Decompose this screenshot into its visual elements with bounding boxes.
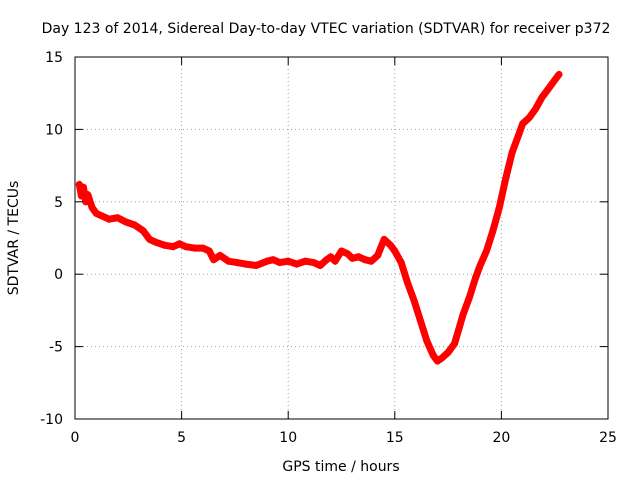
data-point — [205, 247, 213, 255]
data-point — [92, 209, 100, 217]
data-point — [301, 257, 309, 265]
data-point — [182, 243, 190, 251]
data-point — [515, 131, 522, 139]
data-point — [75, 180, 83, 188]
axis-ticks — [74, 56, 609, 420]
chart-title: Day 123 of 2014, Sidereal Day-to-day VTE… — [42, 21, 611, 37]
data-point — [252, 262, 260, 269]
data-point — [88, 204, 96, 212]
x-tick-label: 20 — [492, 430, 510, 446]
data-point — [263, 257, 271, 265]
data-point — [476, 262, 484, 269]
y-tick-label: 10 — [45, 122, 63, 138]
x-tick-label: 5 — [177, 430, 186, 446]
data-point — [161, 241, 168, 249]
data-point — [225, 257, 232, 265]
data-point — [327, 253, 335, 261]
data-point — [269, 256, 277, 264]
data-point — [105, 215, 113, 223]
data-point — [338, 247, 345, 255]
data-point — [483, 247, 490, 255]
data-point — [80, 183, 87, 191]
data-point — [169, 243, 177, 251]
data-point — [433, 357, 441, 365]
data-point — [146, 235, 154, 243]
data-point — [451, 340, 458, 348]
data-point — [176, 240, 183, 248]
data-point — [429, 351, 437, 359]
data-point — [331, 257, 339, 265]
data-point — [502, 175, 510, 183]
data-point — [397, 259, 405, 267]
x-tick-label: 10 — [279, 430, 297, 446]
data-point — [284, 257, 292, 265]
y-tick-label: 5 — [54, 195, 63, 211]
data-point — [276, 259, 284, 267]
data-point — [310, 259, 318, 267]
data-point — [416, 317, 424, 324]
data-point — [293, 260, 301, 268]
data-point — [410, 296, 418, 304]
y-axis-label: SDTVAR / TECUs — [6, 181, 22, 296]
data-point — [233, 259, 241, 267]
data-point — [131, 221, 139, 229]
data-point — [199, 244, 207, 252]
data-point — [508, 149, 516, 157]
data-point — [544, 85, 552, 93]
x-tick-labels: 0 5 10 15 20 25 — [71, 430, 617, 446]
data-point — [210, 256, 218, 264]
data-point — [152, 238, 160, 246]
x-tick-label: 25 — [599, 430, 617, 446]
data-point — [423, 337, 431, 345]
data-series — [75, 70, 563, 365]
data-point — [344, 250, 352, 258]
x-tick-label: 15 — [386, 430, 404, 446]
data-point — [538, 94, 546, 101]
data-point — [190, 244, 198, 252]
data-point — [555, 70, 563, 78]
data-point — [82, 198, 90, 206]
data-point — [77, 192, 85, 200]
data-point — [525, 114, 533, 122]
data-point — [348, 254, 356, 262]
data-point — [367, 257, 375, 265]
data-point — [472, 273, 480, 281]
y-tick-label: 0 — [54, 267, 63, 283]
data-point — [242, 260, 250, 268]
data-point — [532, 105, 539, 113]
data-point — [489, 227, 497, 235]
data-point — [216, 251, 224, 259]
data-point — [374, 251, 382, 259]
data-point — [114, 214, 122, 222]
y-tick-label: -10 — [40, 412, 63, 428]
data-point — [465, 293, 473, 301]
data-point — [361, 256, 369, 264]
y-tick-labels: -10 -5 0 5 10 15 — [40, 50, 63, 428]
data-point — [355, 253, 363, 261]
series-trace — [75, 70, 563, 365]
data-point — [84, 191, 92, 199]
y-tick-label: -5 — [49, 340, 63, 356]
data-point — [391, 247, 399, 255]
data-point — [122, 218, 130, 226]
plot-frame — [74, 56, 609, 420]
data-point — [404, 279, 412, 287]
data-point — [495, 204, 503, 212]
data-point — [455, 325, 463, 333]
data-point — [323, 256, 331, 264]
data-point — [438, 354, 446, 362]
data-point — [99, 212, 107, 220]
data-point — [139, 227, 147, 235]
data-point — [444, 348, 452, 356]
data-point — [316, 262, 324, 269]
data-point — [519, 120, 527, 128]
x-tick-label: 0 — [71, 430, 80, 446]
data-point — [380, 235, 388, 243]
y-tick-label: 15 — [45, 50, 63, 66]
data-point — [387, 241, 394, 249]
x-axis-label: GPS time / hours — [282, 459, 399, 475]
data-point — [551, 76, 559, 84]
data-point — [459, 311, 467, 319]
